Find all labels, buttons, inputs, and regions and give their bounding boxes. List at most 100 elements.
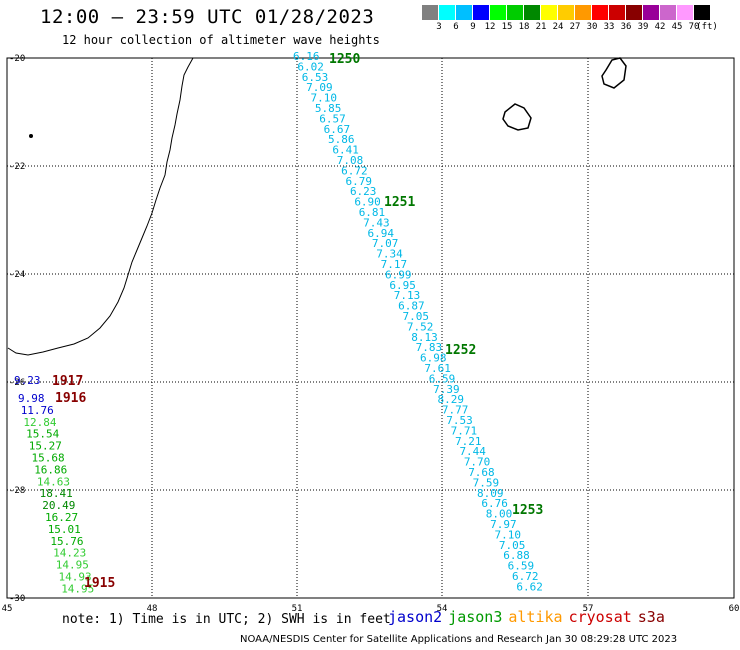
legend-label: 15	[501, 22, 513, 32]
wave-height-value: 18.41	[40, 487, 73, 500]
credit-text: NOAA/NESDIS Center for Satellite Applica…	[240, 634, 678, 645]
wave-height-value: 7.39	[433, 383, 460, 396]
wave-height-value: 6.62	[516, 580, 543, 593]
wave-height-value: 15.27	[29, 440, 62, 453]
wave-height-value: 6.23	[350, 185, 377, 198]
wave-height-value: 5.86	[328, 133, 355, 146]
wave-height-value: 8.09	[477, 487, 504, 500]
wave-height-value: 7.70	[464, 456, 491, 469]
legend-label: 6	[453, 22, 459, 32]
x-tick-label: 51	[292, 604, 303, 614]
wave-height-value: 7.10	[494, 528, 520, 541]
track-1250: 6.166.026.537.097.105.856.576.675.866.41…	[293, 50, 543, 593]
legend-swatch	[694, 5, 711, 20]
wave-height-value: 7.68	[468, 466, 495, 479]
wave-height-value: 6.99	[385, 268, 412, 281]
wave-height-value: 6.72	[512, 570, 539, 583]
island-mauritius	[502, 103, 532, 131]
wave-height-value: 7.44	[459, 445, 486, 458]
wave-height-value: 7.53	[446, 414, 473, 427]
pass-label: 1250	[329, 52, 360, 67]
grid-lines	[7, 58, 734, 598]
legend-label: 18	[518, 22, 530, 32]
wave-height-value: 7.13	[394, 289, 421, 302]
x-tick-label: 60	[729, 604, 740, 614]
wave-height-value: 6.16	[293, 50, 320, 63]
wave-height-value: 6.98	[420, 352, 447, 365]
wave-height-value: 11.76	[21, 404, 54, 417]
wave-height-value: 5.85	[315, 102, 342, 115]
pass-label: 1915	[84, 576, 115, 591]
legend-label: 42	[654, 22, 666, 32]
x-tick-label: 45	[2, 604, 13, 614]
wave-height-value: 6.76	[481, 497, 508, 510]
wave-height-value: 7.83	[416, 341, 443, 354]
wave-height-value: 7.71	[451, 424, 478, 437]
color-legend	[422, 5, 711, 20]
satellite-jason3: jason3	[448, 608, 503, 626]
satellite-legend: jason2 jason3 altika cryosat s3a	[388, 608, 671, 626]
track-1916: 9.239.9811.7612.8415.5415.2715.6816.8614…	[14, 374, 94, 595]
wave-height-value: 7.10	[311, 92, 338, 105]
wave-height-value: 7.07	[372, 237, 399, 250]
legend-label: 21	[535, 22, 547, 32]
legend-label: 70	[688, 22, 700, 32]
legend-label: 36	[620, 22, 632, 32]
legend-label: 45	[671, 22, 683, 32]
legend-label: 24	[552, 22, 564, 32]
legend-swatch	[677, 5, 694, 20]
y-tick-label: -28	[9, 486, 25, 496]
wave-height-value: 6.88	[503, 549, 530, 562]
island-rodrigues-region	[601, 57, 627, 89]
coastline-madagascar	[7, 57, 194, 356]
wave-height-value: 6.79	[346, 175, 373, 188]
color-legend-labels: 3 6 9 12 15 18 21 24 27 30 33 36 39 42 45 70 (ft)	[422, 22, 740, 34]
wave-height-value: 6.94	[367, 227, 394, 240]
wave-height-value: 7.59	[473, 476, 500, 489]
wave-height-value: 6.57	[319, 112, 346, 125]
wave-height-value: 16.27	[45, 511, 78, 524]
wave-height-value: 15.76	[50, 535, 83, 548]
wave-height-value: 8.29	[438, 393, 465, 406]
satellite-s3a: s3a	[637, 608, 665, 626]
pass-label: 1916	[55, 391, 86, 406]
wave-height-value: 6.95	[389, 279, 416, 292]
wave-height-value: 12.84	[23, 416, 56, 429]
x-tick-label: 54	[437, 604, 448, 614]
legend-label: 33	[603, 22, 615, 32]
legend-swatch	[490, 5, 507, 20]
wave-height-value: 6.59	[429, 372, 456, 385]
legend-swatch	[609, 5, 626, 20]
wave-height-value: 16.86	[34, 463, 67, 476]
wave-height-value: 7.21	[455, 435, 482, 448]
y-tick-label: -30	[9, 594, 25, 604]
legend-swatch	[507, 5, 524, 20]
legend-swatch	[558, 5, 575, 20]
x-tick-label: 57	[583, 604, 594, 614]
satellite-cryosat: cryosat	[568, 608, 632, 626]
wave-height-value: 7.34	[376, 248, 403, 261]
legend-swatch	[626, 5, 643, 20]
pass-label: 1253	[512, 503, 543, 518]
wave-height-value: 7.77	[442, 404, 469, 417]
legend-label: 30	[586, 22, 598, 32]
y-tick-label: -24	[9, 270, 25, 280]
wave-height-value: 7.17	[381, 258, 408, 271]
legend-label: 9	[470, 22, 476, 32]
wave-height-value: 9.98	[18, 392, 45, 405]
legend-swatch	[575, 5, 592, 20]
map-title: 12:00 – 23:59 UTC 01/28/2023	[40, 6, 375, 28]
wave-height-value: 7.52	[407, 320, 434, 333]
wave-height-value: 6.81	[359, 206, 386, 219]
wave-height-value: 6.53	[302, 71, 329, 84]
legend-label: 27	[569, 22, 581, 32]
wave-height-value: 9.23	[14, 374, 41, 387]
wave-height-value: 14.95	[61, 582, 94, 595]
legend-swatch	[524, 5, 541, 20]
wave-height-value: 20.49	[42, 499, 75, 512]
wave-height-value: 6.67	[324, 123, 351, 136]
wave-height-value: 14.93	[59, 571, 92, 584]
wave-height-value: 14.63	[37, 475, 70, 488]
legend-swatch	[422, 5, 439, 20]
legend-label: (ft)	[696, 22, 718, 32]
